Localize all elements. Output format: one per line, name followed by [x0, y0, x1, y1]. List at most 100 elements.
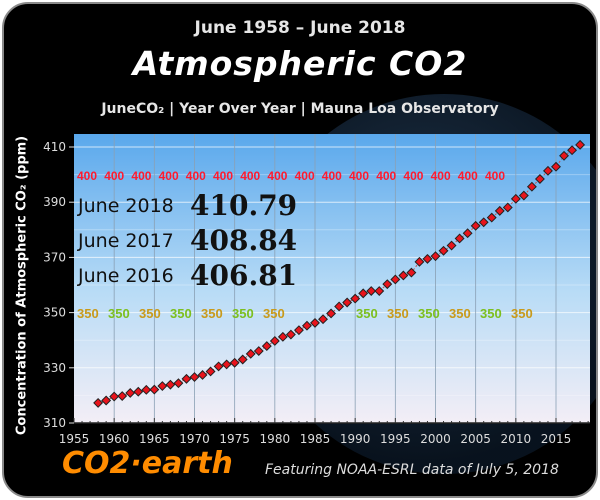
chart-title: Atmospheric CO2	[132, 44, 468, 83]
data-point	[205, 366, 216, 377]
data-point	[350, 293, 361, 304]
threshold-400-label: 400	[213, 169, 233, 183]
data-point	[446, 240, 457, 251]
data-point	[486, 212, 497, 223]
threshold-350-label: 350	[480, 306, 502, 321]
x-tick-label: 1970	[179, 432, 210, 446]
threshold-400-label: 400	[186, 169, 206, 183]
data-point	[430, 251, 441, 262]
data-point	[406, 267, 417, 278]
x-tick-label: 2010	[501, 432, 532, 446]
data-point	[374, 286, 385, 296]
x-tick-label: 1965	[139, 432, 170, 446]
data-point	[149, 384, 160, 395]
threshold-350-label: 350	[449, 306, 471, 321]
x-tick-label: 1980	[260, 432, 291, 446]
data-point	[382, 279, 393, 290]
data-point	[366, 286, 377, 296]
threshold-400-label: 400	[431, 169, 451, 183]
data-point	[237, 354, 248, 365]
x-tick-label: 1995	[380, 432, 411, 446]
threshold-400-label: 400	[403, 169, 423, 183]
y-tick-label: 370	[43, 250, 66, 264]
x-tick-label: 1975	[219, 432, 250, 446]
data-point	[567, 145, 578, 156]
data-point	[141, 384, 152, 395]
threshold-400-label: 400	[131, 169, 151, 183]
data-point	[133, 386, 144, 397]
data-point	[470, 220, 481, 231]
data-point	[221, 359, 232, 370]
data-source-note: Featuring NOAA-ESRL data of July 5, 2018	[265, 462, 559, 478]
data-point	[462, 228, 473, 239]
y-tick-label: 310	[43, 416, 66, 430]
data-point	[165, 379, 176, 390]
x-tick-label: 1990	[340, 432, 371, 446]
data-point	[197, 370, 208, 380]
data-point	[93, 397, 104, 408]
data-point	[302, 320, 312, 331]
data-point	[261, 341, 272, 352]
data-point	[101, 395, 112, 406]
inset-label: June 2018	[78, 194, 174, 217]
x-tick-label: 1985	[300, 432, 331, 446]
threshold-400-label: 400	[458, 169, 478, 183]
data-point	[526, 181, 537, 192]
data-point	[109, 391, 120, 402]
inset-row: June 2016 406.81	[78, 258, 297, 293]
y-tick-label: 410	[43, 140, 66, 154]
threshold-350-label: 350	[418, 306, 440, 321]
data-point	[229, 357, 240, 368]
chart-tagline: JuneCO₂ | Year Over Year | Mauna Loa Obs…	[101, 101, 499, 117]
y-tick-label: 330	[43, 361, 66, 375]
data-point	[575, 139, 586, 150]
recent-values-inset: June 2018 410.79 June 2017 408.84 June 201…	[78, 188, 297, 293]
y-tick-label: 390	[43, 195, 66, 209]
threshold-400-label: 400	[349, 169, 369, 183]
threshold-400-label: 400	[240, 169, 260, 183]
inset-label: June 2017	[78, 229, 174, 252]
threshold-400-label: 400	[159, 169, 179, 183]
threshold-400-label: 400	[485, 169, 505, 183]
inset-row: June 2018 410.79	[78, 188, 297, 223]
data-point	[334, 301, 345, 312]
data-point	[559, 150, 569, 161]
inset-value: 410.79	[190, 189, 298, 222]
threshold-350-label: 350	[139, 306, 161, 321]
data-point	[117, 391, 128, 401]
y-axis-label: Concentration of Atmospheric CO₂ (ppm)	[14, 135, 30, 436]
threshold-350-label: 350	[263, 306, 285, 321]
x-tick-label: 1960	[99, 432, 130, 446]
threshold-350-label: 350	[108, 306, 130, 321]
data-point	[342, 297, 353, 308]
data-point	[478, 217, 489, 228]
data-point	[534, 174, 545, 184]
threshold-400-label: 400	[104, 169, 124, 183]
data-point	[189, 372, 200, 382]
plot-area	[74, 134, 590, 423]
inset-value: 408.84	[190, 224, 298, 257]
threshold-350-label: 350	[387, 306, 409, 321]
data-point	[245, 348, 256, 359]
x-tick-label: 2005	[460, 432, 491, 446]
data-point	[157, 381, 168, 391]
data-point	[454, 233, 465, 244]
data-point	[543, 165, 553, 176]
inset-row: June 2017 408.84	[78, 223, 297, 258]
data-point	[518, 190, 529, 201]
data-point	[502, 202, 513, 213]
data-point	[318, 314, 328, 325]
data-point	[494, 205, 505, 216]
threshold-350-label: 350	[356, 306, 378, 321]
x-tick-label: 2000	[420, 432, 451, 446]
threshold-350-label: 350	[511, 306, 533, 321]
data-point	[310, 317, 320, 328]
inset-value: 406.81	[190, 259, 298, 292]
data-point	[253, 346, 264, 356]
data-point	[390, 274, 401, 285]
threshold-400-label: 400	[267, 169, 287, 183]
data-point	[125, 387, 136, 398]
data-point	[438, 245, 449, 256]
data-point	[181, 373, 192, 384]
